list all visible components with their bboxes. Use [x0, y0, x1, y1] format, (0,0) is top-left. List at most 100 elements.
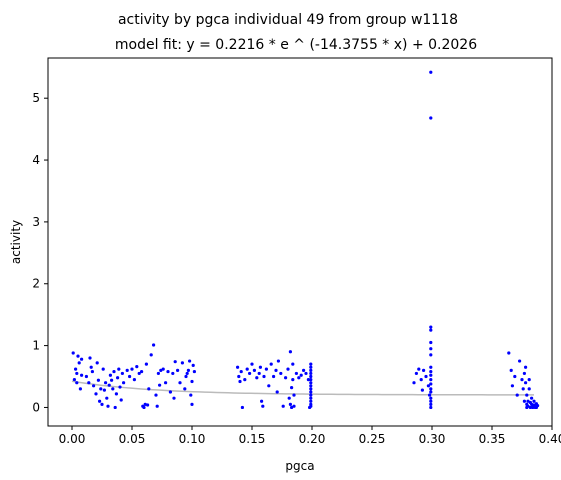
data-point-26	[106, 404, 110, 408]
data-point-164	[429, 70, 433, 74]
data-point-162	[429, 325, 433, 329]
data-point-54	[152, 343, 156, 347]
data-point-63	[168, 390, 172, 394]
data-point-40	[125, 368, 129, 372]
data-point-180	[526, 399, 530, 403]
data-point-89	[252, 368, 256, 372]
data-point-24	[104, 381, 108, 385]
data-point-128	[309, 387, 313, 391]
data-point-149	[429, 399, 433, 403]
data-point-62	[166, 369, 170, 374]
data-point-80	[236, 365, 240, 369]
data-point-56	[155, 404, 159, 408]
data-point-66	[173, 360, 177, 364]
data-point-90	[255, 376, 259, 380]
axes-frame	[47, 57, 553, 427]
data-point-184	[528, 405, 533, 410]
data-point-92	[258, 365, 262, 369]
y-tick-label-2: 2	[32, 277, 40, 291]
data-point-160	[429, 340, 433, 345]
x-tick-label-1: 0.05	[119, 432, 146, 446]
data-point-3	[75, 371, 79, 376]
data-point-131	[309, 378, 313, 382]
data-point-150	[429, 396, 433, 400]
y-tick-label-0: 0	[32, 400, 40, 414]
data-point-68	[178, 381, 182, 385]
data-point-59	[159, 368, 163, 372]
data-point-96	[264, 367, 268, 371]
data-point-94	[261, 404, 265, 408]
data-point-121	[306, 378, 310, 382]
data-point-134	[309, 368, 313, 372]
data-point-48	[142, 405, 146, 410]
data-point-70	[183, 387, 187, 391]
data-point-46	[140, 369, 144, 374]
data-point-118	[299, 373, 303, 377]
data-point-148	[429, 405, 433, 410]
data-point-76	[190, 379, 194, 384]
data-point-49	[143, 402, 147, 406]
data-point-179	[525, 393, 529, 397]
data-point-144	[424, 374, 428, 379]
data-point-82	[238, 379, 242, 384]
data-point-103	[279, 371, 283, 376]
data-point-79	[192, 369, 196, 374]
x-tick-label-0: 0.00	[59, 432, 86, 446]
scatter-points	[71, 70, 540, 410]
x-tick-label-4: 0.20	[299, 432, 326, 446]
data-point-14	[90, 369, 94, 374]
data-point-183	[527, 378, 531, 382]
data-point-170	[518, 359, 522, 363]
data-point-108	[288, 350, 292, 354]
x-axis-ticks: 0.00 0.05 0.10 0.15 0.20 0.25 0.30 0.35 0.40	[59, 426, 561, 446]
data-point-132	[309, 374, 313, 379]
x-tick-label-6: 0.30	[419, 432, 446, 446]
data-point-107	[287, 396, 291, 400]
data-point-157	[429, 365, 433, 369]
data-point-175	[524, 365, 528, 369]
data-point-45	[137, 371, 141, 376]
data-point-28	[108, 373, 112, 377]
data-point-100	[274, 368, 278, 372]
data-point-58	[158, 383, 162, 387]
data-point-176	[524, 381, 528, 385]
x-tick-label-2: 0.10	[179, 432, 206, 446]
data-point-23	[102, 388, 106, 392]
data-point-81	[237, 374, 241, 379]
data-point-119	[302, 368, 306, 372]
data-point-190	[532, 399, 536, 403]
data-point-27	[107, 383, 111, 387]
data-point-155	[429, 373, 433, 377]
data-point-165	[507, 351, 511, 355]
data-point-30	[111, 387, 115, 391]
data-point-61	[164, 381, 168, 385]
data-point-172	[521, 387, 525, 391]
data-point-139	[414, 371, 418, 376]
data-point-83	[239, 369, 243, 374]
data-point-143	[422, 368, 426, 372]
data-point-104	[281, 404, 285, 408]
data-point-84	[240, 405, 244, 410]
data-point-44	[135, 365, 139, 369]
data-point-19	[98, 399, 102, 403]
data-point-41	[128, 374, 132, 379]
data-point-43	[132, 378, 136, 382]
data-point-87	[248, 371, 252, 376]
data-point-117	[297, 376, 301, 380]
data-point-130	[309, 381, 313, 385]
data-point-0	[71, 351, 75, 355]
data-point-60	[161, 367, 165, 371]
data-point-36	[118, 385, 122, 389]
data-point-64	[171, 371, 175, 376]
data-point-187	[530, 396, 534, 400]
data-point-13	[89, 365, 93, 369]
data-point-72	[185, 371, 189, 376]
data-point-25	[105, 396, 109, 400]
data-point-101	[275, 390, 279, 394]
data-point-31	[112, 369, 116, 374]
data-point-22	[101, 367, 105, 371]
data-point-161	[429, 328, 433, 332]
data-point-75	[189, 393, 193, 397]
data-point-1	[72, 378, 76, 382]
